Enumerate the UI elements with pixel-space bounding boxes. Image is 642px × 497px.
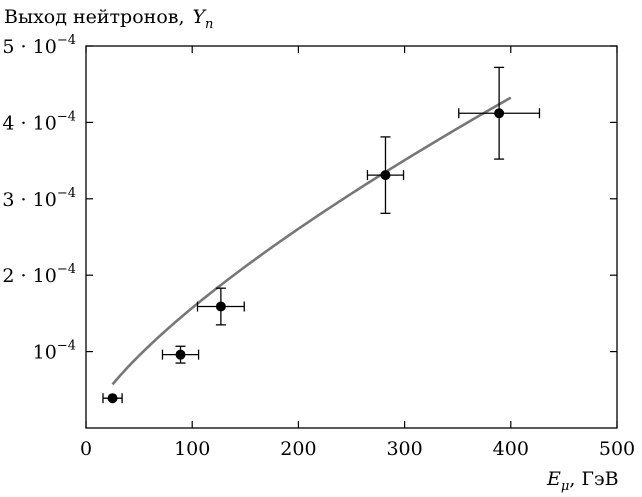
y-tick-label: 10−4 xyxy=(33,339,76,364)
y-tick-mantissa: 2 · xyxy=(2,265,32,287)
x-tick-label: 300 xyxy=(386,438,422,460)
x-tick-label: 100 xyxy=(174,438,210,460)
y-tick-mantissa: 4 · xyxy=(2,112,32,134)
y-axis-symbol: Y xyxy=(193,6,208,28)
axis-ticks xyxy=(85,45,618,428)
data-point xyxy=(380,170,391,181)
y-tick-base: 10 xyxy=(33,265,57,287)
y-axis-symbol-sub: n xyxy=(205,17,213,32)
data-point xyxy=(494,108,505,119)
data-points-layer xyxy=(102,66,541,404)
data-point-group xyxy=(458,66,541,160)
data-point-group xyxy=(366,136,405,214)
y-tick-exponent: −4 xyxy=(57,339,76,354)
data-point-group xyxy=(161,345,200,364)
plot-frame xyxy=(85,45,618,429)
y-axis-title: Выход нейтронов, Yn xyxy=(4,6,213,32)
y-tick-base: 10 xyxy=(33,189,57,211)
x-axis-title: Eμ, ГэВ xyxy=(546,468,619,494)
data-point-group xyxy=(102,393,123,404)
y-tick-label: 4 · 10−4 xyxy=(2,109,76,134)
data-point xyxy=(175,349,186,360)
x-tick-label: 400 xyxy=(493,438,529,460)
y-tick-base: 10 xyxy=(33,112,57,134)
y-tick-label: 2 · 10−4 xyxy=(2,262,76,287)
x-axis-symbol: E xyxy=(546,468,561,490)
y-tick-base: 10 xyxy=(33,342,57,364)
y-tick-exponent: −4 xyxy=(57,33,76,48)
x-axis-symbol-sub: μ xyxy=(561,479,569,494)
fit-curve xyxy=(111,96,512,386)
y-tick-mantissa: 3 · xyxy=(2,189,32,211)
data-point xyxy=(107,393,118,404)
data-point-group xyxy=(196,287,245,326)
fit-curve-layer xyxy=(111,96,512,386)
y-tick-base: 10 xyxy=(33,36,57,58)
y-tick-exponent: −4 xyxy=(57,186,76,201)
x-tick-label: 500 xyxy=(599,438,635,460)
y-tick-label: 5 · 10−4 xyxy=(2,33,76,58)
x-tick-label: 200 xyxy=(280,438,316,460)
data-point xyxy=(215,301,226,312)
y-tick-exponent: −4 xyxy=(57,262,76,277)
y-tick-label: 3 · 10−4 xyxy=(2,186,76,211)
x-axis-unit: , ГэВ xyxy=(569,468,618,490)
y-tick-mantissa: 5 · xyxy=(2,36,32,58)
y-tick-exponent: −4 xyxy=(57,109,76,124)
x-tick-label: 0 xyxy=(80,438,92,460)
